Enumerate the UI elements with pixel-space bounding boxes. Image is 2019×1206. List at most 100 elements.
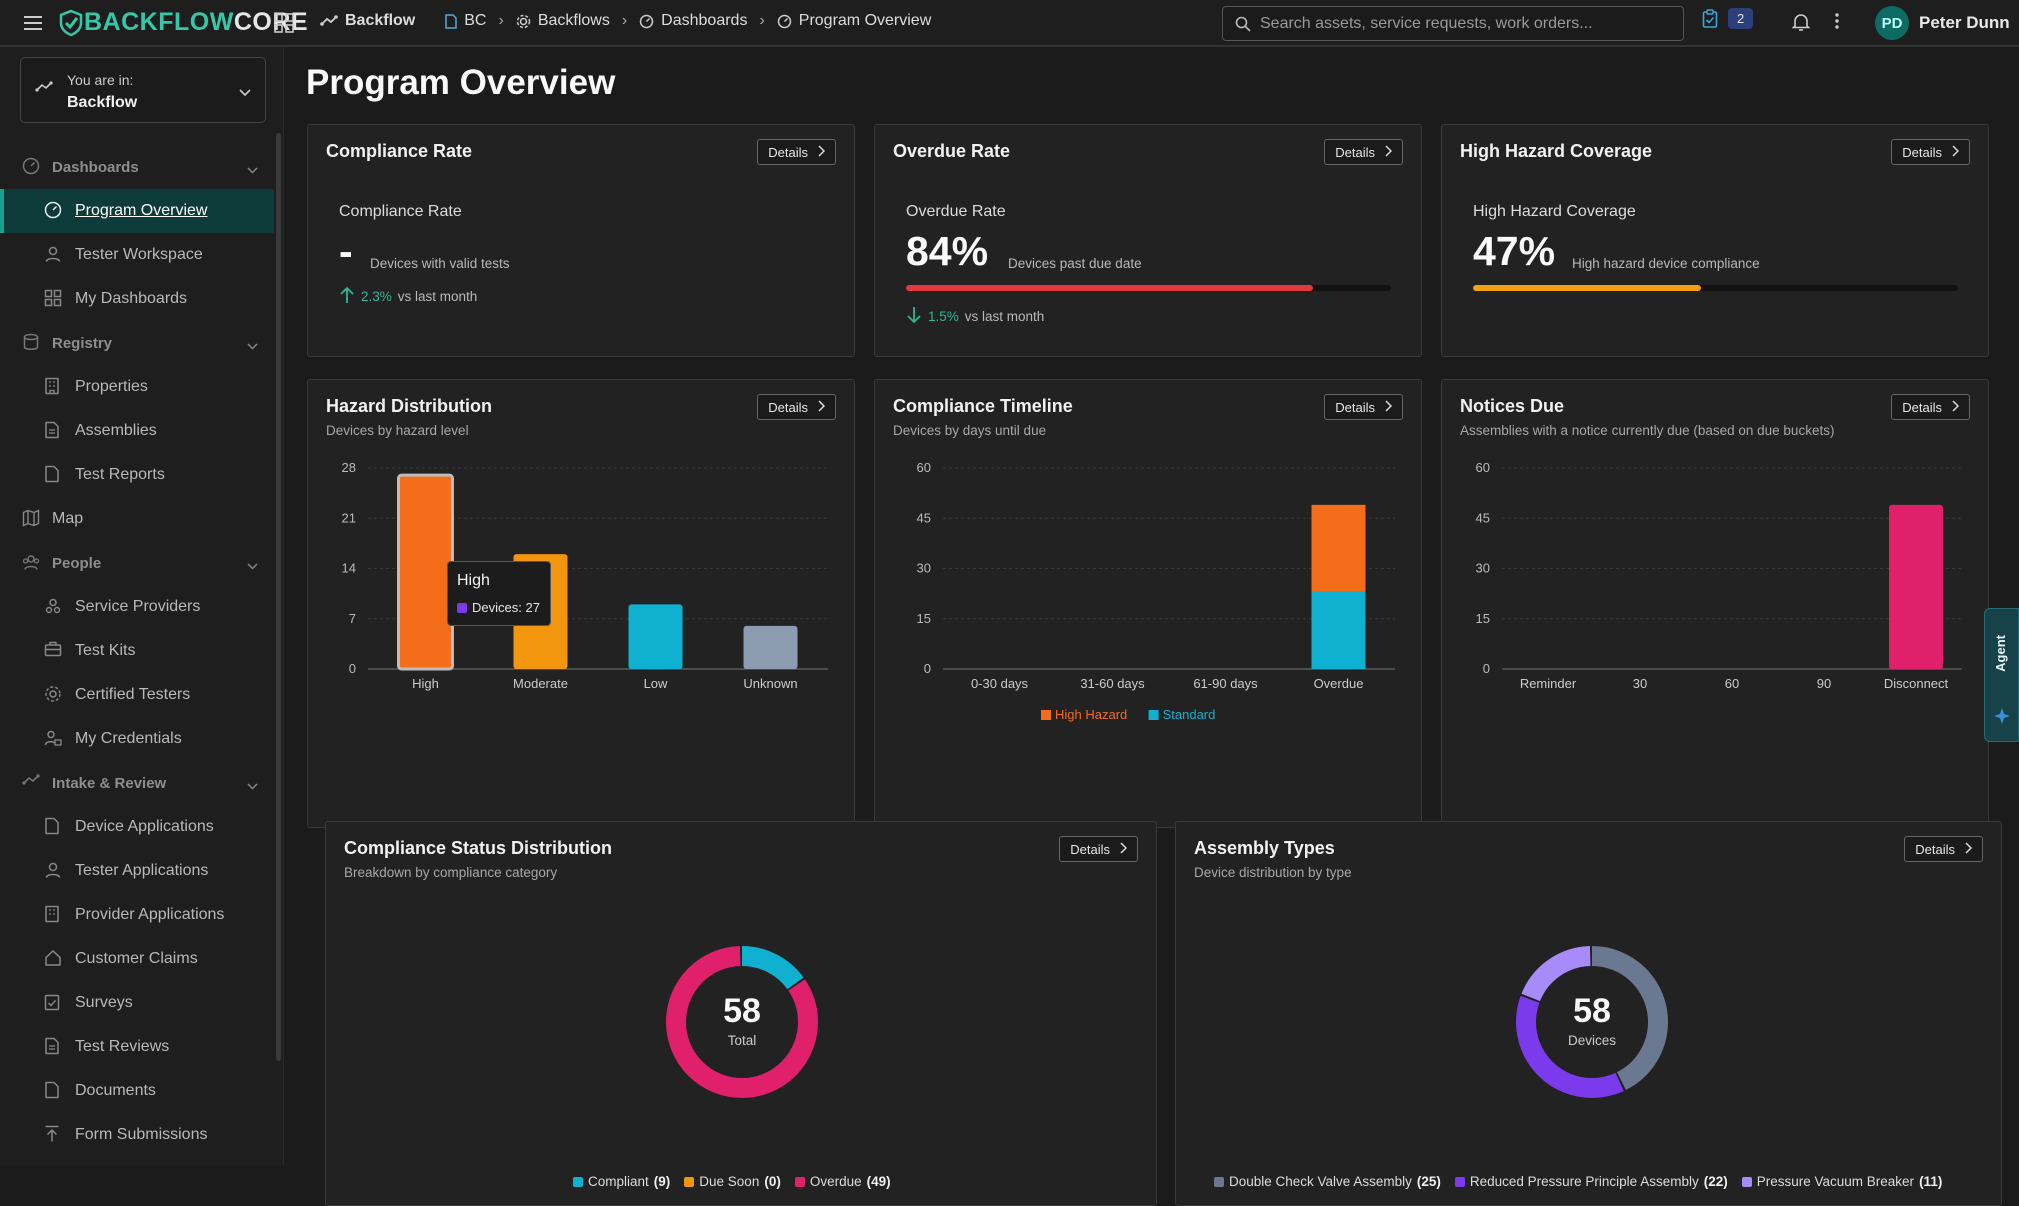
legend-label: Due Soon bbox=[699, 1174, 760, 1189]
nav-section-intake-review[interactable]: Intake & Review bbox=[0, 761, 274, 805]
y-tick-label: 15 bbox=[1476, 611, 1490, 626]
sidebar-item-form-submissions[interactable]: Form Submissions bbox=[0, 1113, 274, 1157]
crumb-bc[interactable]: BC bbox=[445, 12, 486, 30]
route-icon bbox=[35, 80, 53, 99]
legend-item[interactable]: Overdue (49) bbox=[794, 1174, 891, 1189]
details-button[interactable]: Details bbox=[757, 139, 836, 165]
sidebar-item-tester-workspace[interactable]: Tester Workspace bbox=[0, 233, 274, 277]
sidebar-item-label: Test Reviews bbox=[75, 1038, 170, 1055]
legend-count: (25) bbox=[1416, 1174, 1441, 1189]
crumb-dashboards[interactable]: Dashboards bbox=[639, 12, 747, 30]
card-title: Compliance Rate bbox=[326, 141, 473, 161]
legend-item[interactable]: Pressure Vacuum Breaker (11) bbox=[1741, 1174, 1943, 1189]
legend-label: Double Check Valve Assembly bbox=[1229, 1174, 1412, 1189]
details-button[interactable]: Details bbox=[1891, 394, 1970, 420]
sidebar-item-label: My Credentials bbox=[75, 730, 182, 747]
tooltip-title: High bbox=[457, 572, 490, 589]
more-vertical-icon[interactable] bbox=[1834, 12, 1840, 30]
details-button[interactable]: Details bbox=[1324, 394, 1403, 420]
legend-count: (11) bbox=[1919, 1174, 1943, 1189]
compliance-timeline-card: Compliance Timeline Devices by days unti… bbox=[874, 379, 1422, 828]
crumb-app[interactable]: Backflow bbox=[320, 12, 415, 30]
card-subtitle: Device distribution by type bbox=[1194, 865, 1352, 880]
legend-swatch bbox=[1741, 1176, 1752, 1187]
logo[interactable]: BACKFLOW CORE bbox=[58, 8, 308, 37]
bell-icon[interactable] bbox=[1792, 12, 1810, 32]
status-legend: Compliant (9) Due Soon (0) Overdue (49) bbox=[573, 1174, 891, 1189]
types-donut-chart bbox=[1516, 946, 1668, 1098]
sidebar-item-device-applications[interactable]: Device Applications bbox=[0, 805, 274, 849]
legend-item[interactable]: Due Soon (0) bbox=[684, 1174, 781, 1189]
tasks-button[interactable]: 2 bbox=[1702, 8, 1754, 29]
context-value: Backflow bbox=[67, 94, 138, 111]
bar bbox=[1311, 504, 1366, 592]
sidebar-nav: Dashboards Program Overview Tester Works… bbox=[0, 145, 274, 1157]
sidebar-item-my-credentials[interactable]: My Credentials bbox=[0, 717, 274, 761]
legend-item[interactable]: Double Check Valve Assembly (25) bbox=[1214, 1174, 1441, 1189]
nav-section-people[interactable]: People bbox=[0, 541, 274, 585]
sidebar-item-program-overview[interactable]: Program Overview bbox=[0, 189, 274, 233]
search-input[interactable] bbox=[1260, 14, 1660, 33]
crumb-backflows[interactable]: Backflows bbox=[516, 12, 610, 30]
details-label: Details bbox=[768, 144, 808, 160]
user-menu[interactable]: PD Peter Dunn bbox=[1875, 6, 2010, 40]
nav-section-registry[interactable]: Registry bbox=[0, 321, 274, 365]
agent-label: Agent bbox=[1993, 635, 2008, 672]
donut-total-label: Devices bbox=[1567, 1033, 1616, 1048]
sidebar-item-surveys[interactable]: Surveys bbox=[0, 981, 274, 1025]
global-search[interactable] bbox=[1222, 6, 1684, 41]
sidebar-item-customer-claims[interactable]: Customer Claims bbox=[0, 937, 274, 981]
users-cog-icon bbox=[44, 685, 62, 708]
sidebar-item-provider-applications[interactable]: Provider Applications bbox=[0, 893, 274, 937]
details-button[interactable]: Details bbox=[1059, 836, 1138, 862]
donut-center: 58 Devices bbox=[1542, 992, 1642, 1048]
legend-item[interactable]: Reduced Pressure Principle Assembly (22) bbox=[1454, 1174, 1728, 1189]
apps-grid-icon[interactable] bbox=[274, 13, 294, 33]
donut-center: 58 Total bbox=[692, 992, 792, 1048]
crumb-bc-label: BC bbox=[464, 12, 487, 29]
menu-icon[interactable] bbox=[22, 13, 44, 33]
sidebar-item-test-reports[interactable]: Test Reports bbox=[0, 453, 274, 497]
types-legend: Double Check Valve Assembly (25) Reduced P… bbox=[1214, 1174, 1942, 1189]
kpi-description: Devices with valid tests bbox=[370, 256, 510, 271]
legend-count: (9) bbox=[653, 1174, 671, 1189]
sidebar-item-label: My Dashboards bbox=[75, 290, 188, 307]
details-button[interactable]: Details bbox=[1324, 139, 1403, 165]
sidebar-item-tester-applications[interactable]: Tester Applications bbox=[0, 849, 274, 893]
sidebar-item-documents[interactable]: Documents bbox=[0, 1069, 274, 1113]
details-button[interactable]: Details bbox=[757, 394, 836, 420]
sidebar-item-properties[interactable]: Properties bbox=[0, 365, 274, 409]
database-icon bbox=[22, 333, 40, 355]
nav-section-dashboards[interactable]: Dashboards bbox=[0, 145, 274, 189]
x-tick-label: Reminder bbox=[1520, 676, 1577, 691]
clipboard-check-icon bbox=[1702, 9, 1718, 28]
context-switcher[interactable]: You are in: Backflow bbox=[20, 57, 266, 123]
sidebar-item-assemblies[interactable]: Assemblies bbox=[0, 409, 274, 453]
chevron-right-icon bbox=[1952, 399, 1960, 415]
crumb-program-overview[interactable]: Program Overview bbox=[777, 12, 931, 30]
progress-fill bbox=[906, 285, 1314, 291]
sidebar-item-service-providers[interactable]: Service Providers bbox=[0, 585, 274, 629]
route-icon bbox=[320, 15, 338, 26]
kpi-value: 47% bbox=[1473, 228, 1556, 274]
x-tick-label: 60 bbox=[1725, 676, 1739, 691]
sidebar-item-test-kits[interactable]: Test Kits bbox=[0, 629, 274, 673]
sidebar-item-certified-testers[interactable]: Certified Testers bbox=[0, 673, 274, 717]
sidebar-item-test-reviews[interactable]: Test Reviews bbox=[0, 1025, 274, 1069]
sidebar-item-map[interactable]: Map bbox=[0, 497, 274, 541]
building-icon bbox=[44, 377, 60, 400]
chevron-right-icon bbox=[818, 399, 826, 415]
details-button[interactable]: Details bbox=[1904, 836, 1983, 862]
card-subtitle: Devices by days until due bbox=[893, 423, 1047, 438]
sidebar-scrollbar[interactable] bbox=[276, 133, 281, 1061]
card-subtitle: Devices by hazard level bbox=[326, 423, 469, 438]
legend-item[interactable]: Compliant (9) bbox=[573, 1174, 670, 1189]
y-tick-label: 30 bbox=[917, 561, 931, 576]
chevron-down-icon bbox=[247, 161, 258, 178]
details-button[interactable]: Details bbox=[1891, 139, 1970, 165]
sidebar-item-my-dashboards[interactable]: My Dashboards bbox=[0, 277, 274, 321]
x-tick-label: Low bbox=[644, 676, 668, 691]
agent-tab[interactable]: Agent bbox=[1984, 608, 2019, 742]
user-icon bbox=[44, 245, 62, 268]
arrow-down-icon bbox=[906, 306, 922, 327]
